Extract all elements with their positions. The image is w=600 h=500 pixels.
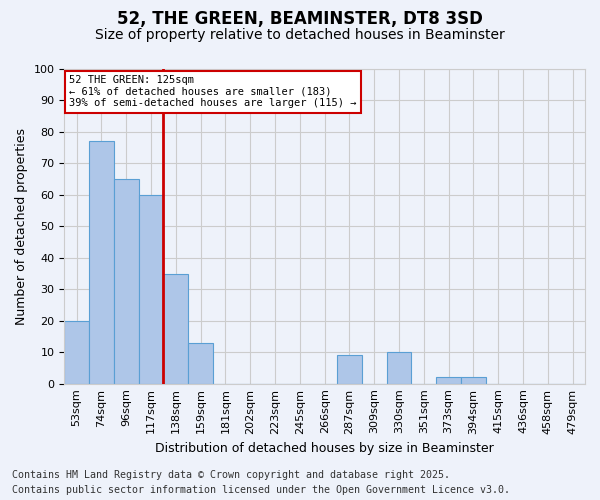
Bar: [64, 320, 89, 384]
Y-axis label: Number of detached properties: Number of detached properties: [15, 128, 28, 325]
Bar: [139, 195, 163, 384]
Text: Contains HM Land Registry data © Crown copyright and database right 2025.: Contains HM Land Registry data © Crown c…: [12, 470, 450, 480]
Bar: [163, 274, 188, 384]
X-axis label: Distribution of detached houses by size in Beaminster: Distribution of detached houses by size …: [155, 442, 494, 455]
Bar: [386, 352, 412, 384]
Bar: [114, 179, 139, 384]
Bar: [436, 378, 461, 384]
Bar: [89, 142, 114, 384]
Bar: [461, 378, 486, 384]
Text: Size of property relative to detached houses in Beaminster: Size of property relative to detached ho…: [95, 28, 505, 42]
Bar: [337, 356, 362, 384]
Text: 52 THE GREEN: 125sqm
← 61% of detached houses are smaller (183)
39% of semi-deta: 52 THE GREEN: 125sqm ← 61% of detached h…: [70, 76, 357, 108]
Text: 52, THE GREEN, BEAMINSTER, DT8 3SD: 52, THE GREEN, BEAMINSTER, DT8 3SD: [117, 10, 483, 28]
Text: Contains public sector information licensed under the Open Government Licence v3: Contains public sector information licen…: [12, 485, 510, 495]
Bar: [188, 343, 213, 384]
